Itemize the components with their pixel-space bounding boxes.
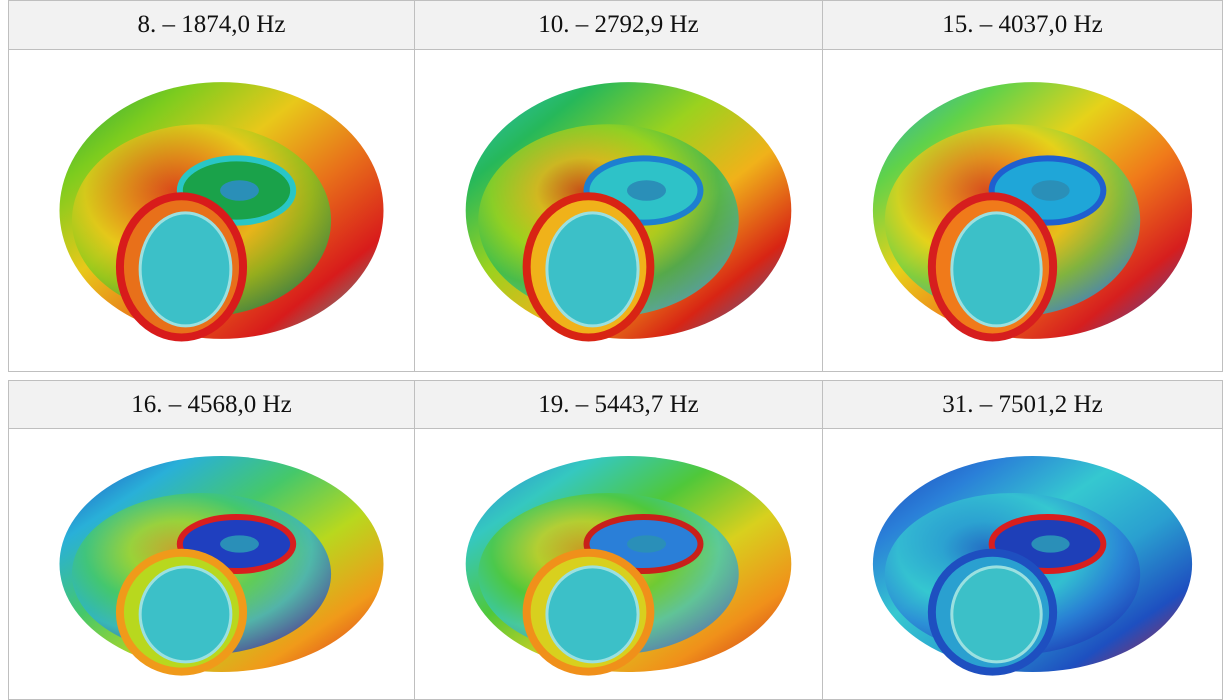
mode-image: [822, 428, 1223, 700]
mode-image: [8, 49, 415, 372]
mode-image: [414, 428, 823, 700]
mode-image: [822, 49, 1223, 372]
inner-hole: [220, 535, 259, 552]
torus-render: [415, 429, 822, 699]
torus-render: [9, 429, 414, 699]
torus-render: [823, 50, 1222, 371]
torus-render: [9, 50, 414, 371]
opening: [547, 213, 638, 326]
inner-hole: [627, 180, 666, 201]
opening: [140, 213, 231, 326]
mode-image: [8, 428, 415, 700]
opening: [952, 567, 1041, 662]
torus-render: [823, 429, 1222, 699]
opening: [952, 213, 1041, 326]
page: 8. – 1874,0 Hz 10. – 2792,9 Hz 15. – 403…: [0, 0, 1224, 700]
inner-hole: [1031, 180, 1069, 201]
opening: [140, 567, 231, 662]
opening: [547, 567, 638, 662]
header-cell: 10. – 2792,9 Hz: [414, 0, 823, 50]
header-cell: 15. – 4037,0 Hz: [822, 0, 1223, 50]
inner-hole: [627, 535, 666, 552]
torus-render: [415, 50, 822, 371]
header-cell: 16. – 4568,0 Hz: [8, 380, 415, 429]
mode-image: [414, 49, 823, 372]
inner-hole: [220, 180, 259, 201]
header-cell: 19. – 5443,7 Hz: [414, 380, 823, 429]
inner-hole: [1031, 535, 1069, 552]
header-cell: 31. – 7501,2 Hz: [822, 380, 1223, 429]
header-cell: 8. – 1874,0 Hz: [8, 0, 415, 50]
